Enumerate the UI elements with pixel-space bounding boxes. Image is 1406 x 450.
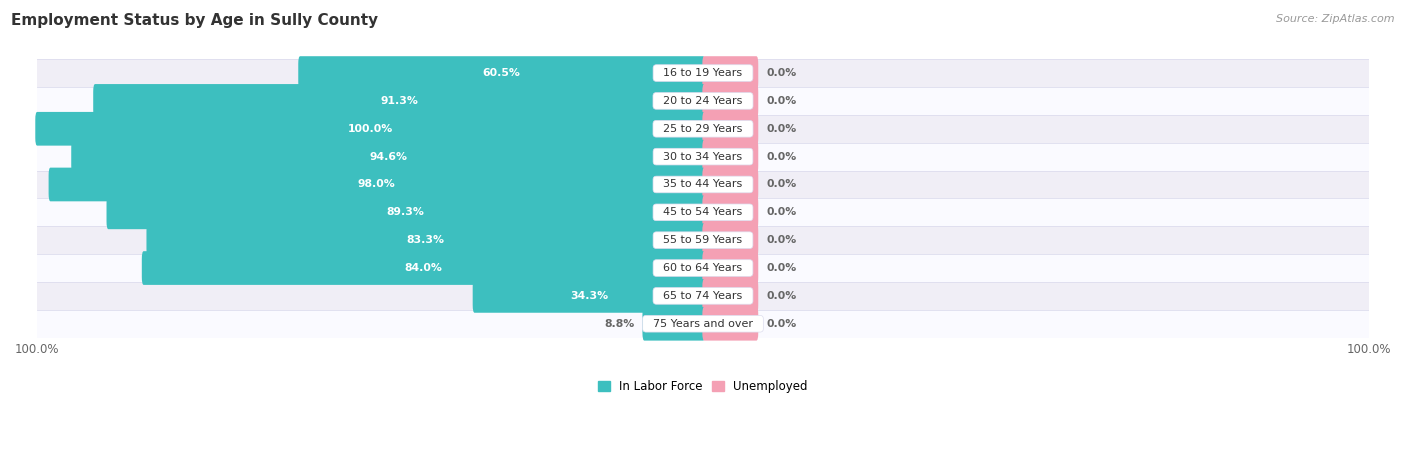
Text: Employment Status by Age in Sully County: Employment Status by Age in Sully County — [11, 14, 378, 28]
FancyBboxPatch shape — [146, 223, 704, 257]
Bar — [37, 171, 1369, 198]
FancyBboxPatch shape — [72, 140, 704, 174]
Text: 0.0%: 0.0% — [766, 124, 796, 134]
Text: 35 to 44 Years: 35 to 44 Years — [657, 180, 749, 189]
FancyBboxPatch shape — [107, 195, 704, 229]
FancyBboxPatch shape — [703, 84, 758, 118]
Legend: In Labor Force, Unemployed: In Labor Force, Unemployed — [598, 380, 808, 393]
Text: 75 Years and over: 75 Years and over — [645, 319, 761, 329]
Bar — [37, 282, 1369, 310]
Text: 60.5%: 60.5% — [482, 68, 520, 78]
Text: 94.6%: 94.6% — [370, 152, 408, 162]
FancyBboxPatch shape — [703, 140, 758, 174]
Text: 16 to 19 Years: 16 to 19 Years — [657, 68, 749, 78]
Bar — [37, 198, 1369, 226]
Bar — [37, 87, 1369, 115]
Text: 25 to 29 Years: 25 to 29 Years — [657, 124, 749, 134]
Bar — [37, 143, 1369, 171]
Text: 91.3%: 91.3% — [380, 96, 418, 106]
FancyBboxPatch shape — [93, 84, 704, 118]
Bar — [37, 254, 1369, 282]
FancyBboxPatch shape — [49, 168, 704, 201]
Text: 45 to 54 Years: 45 to 54 Years — [657, 207, 749, 217]
Text: 0.0%: 0.0% — [766, 152, 796, 162]
Text: 0.0%: 0.0% — [766, 96, 796, 106]
Text: 84.0%: 84.0% — [405, 263, 443, 273]
Bar — [37, 115, 1369, 143]
Bar — [37, 59, 1369, 87]
FancyBboxPatch shape — [643, 307, 704, 341]
FancyBboxPatch shape — [703, 279, 758, 313]
Text: 30 to 34 Years: 30 to 34 Years — [657, 152, 749, 162]
Text: 0.0%: 0.0% — [766, 291, 796, 301]
Bar — [37, 310, 1369, 338]
FancyBboxPatch shape — [35, 112, 704, 146]
FancyBboxPatch shape — [298, 56, 704, 90]
Text: 0.0%: 0.0% — [766, 319, 796, 329]
FancyBboxPatch shape — [703, 168, 758, 201]
FancyBboxPatch shape — [142, 251, 704, 285]
FancyBboxPatch shape — [703, 56, 758, 90]
Text: 0.0%: 0.0% — [766, 68, 796, 78]
FancyBboxPatch shape — [703, 195, 758, 229]
Text: 100.0%: 100.0% — [347, 124, 392, 134]
Text: 83.3%: 83.3% — [406, 235, 444, 245]
Text: 0.0%: 0.0% — [766, 235, 796, 245]
Text: 0.0%: 0.0% — [766, 180, 796, 189]
FancyBboxPatch shape — [703, 112, 758, 146]
Text: 0.0%: 0.0% — [766, 263, 796, 273]
Text: 55 to 59 Years: 55 to 59 Years — [657, 235, 749, 245]
Text: 8.8%: 8.8% — [605, 319, 634, 329]
Text: 20 to 24 Years: 20 to 24 Years — [657, 96, 749, 106]
Text: 34.3%: 34.3% — [569, 291, 607, 301]
Text: 60 to 64 Years: 60 to 64 Years — [657, 263, 749, 273]
Text: 65 to 74 Years: 65 to 74 Years — [657, 291, 749, 301]
FancyBboxPatch shape — [703, 251, 758, 285]
FancyBboxPatch shape — [703, 307, 758, 341]
FancyBboxPatch shape — [472, 279, 704, 313]
Text: 89.3%: 89.3% — [387, 207, 425, 217]
Text: 98.0%: 98.0% — [359, 180, 395, 189]
FancyBboxPatch shape — [703, 223, 758, 257]
Bar — [37, 226, 1369, 254]
Text: Source: ZipAtlas.com: Source: ZipAtlas.com — [1277, 14, 1395, 23]
Text: 0.0%: 0.0% — [766, 207, 796, 217]
